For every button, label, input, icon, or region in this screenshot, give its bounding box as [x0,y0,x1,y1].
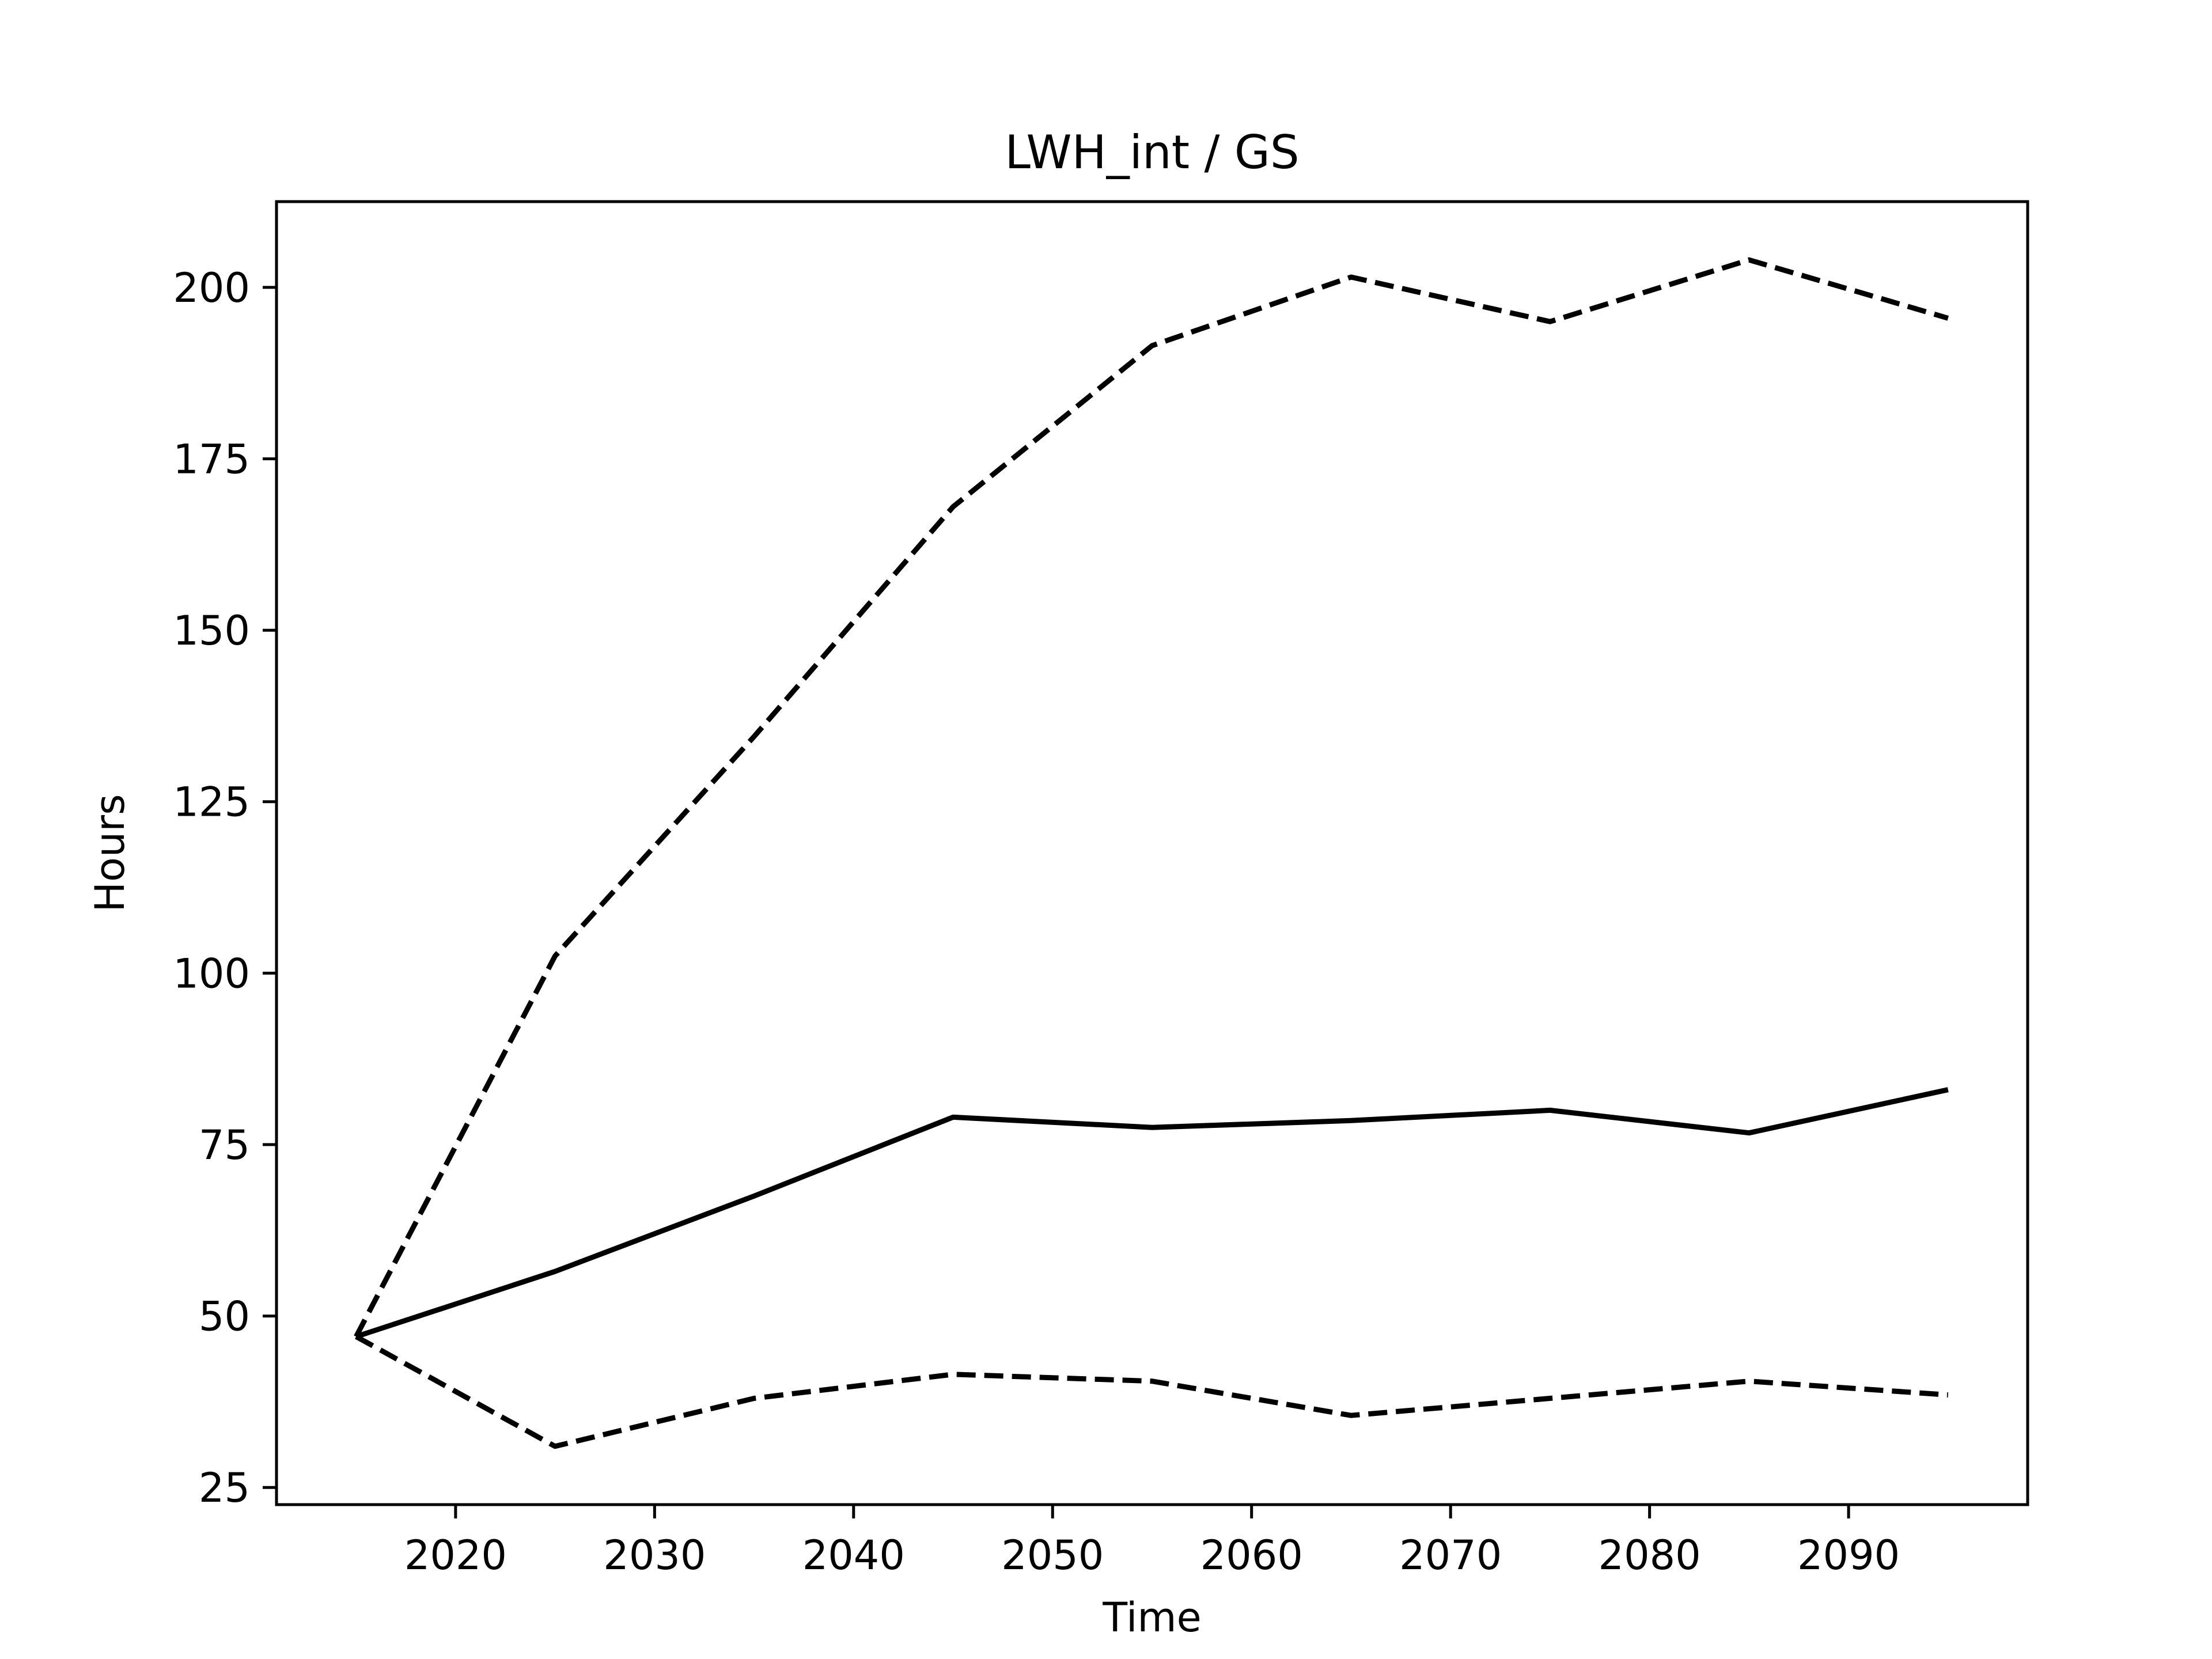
x-axis-label: Time [1102,1594,1201,1641]
y-tick-label: 25 [199,1464,250,1512]
x-tick-label: 2090 [1797,1532,1900,1579]
y-tick-label: 75 [199,1122,250,1169]
plot-area [354,257,1949,1449]
x-tick-label: 2060 [1200,1532,1303,1579]
x-tick-label: 2040 [802,1532,905,1579]
x-tick-label: 2070 [1399,1532,1502,1579]
y-tick-label: 200 [173,264,250,312]
y-tick-label: 100 [173,950,250,997]
series-line-2-dashed [354,257,1949,1338]
x-tick-label: 2020 [404,1532,507,1579]
y-tick-label: 125 [173,779,250,826]
y-axis-label: Hours [86,794,134,912]
chart-title: LWH_int / GS [1005,126,1299,179]
axes-frame [275,200,2029,1506]
y-tick-label: 50 [199,1293,250,1340]
series-line-1-solid [355,1087,1949,1339]
y-tick-label: 150 [173,607,250,654]
x-tick-label: 2030 [603,1532,706,1579]
x-tick-label: 2050 [1001,1532,1104,1579]
x-tick-label: 2080 [1599,1532,1701,1579]
series-line-3-dashed [355,1334,1949,1449]
y-tick-label: 175 [173,435,250,483]
